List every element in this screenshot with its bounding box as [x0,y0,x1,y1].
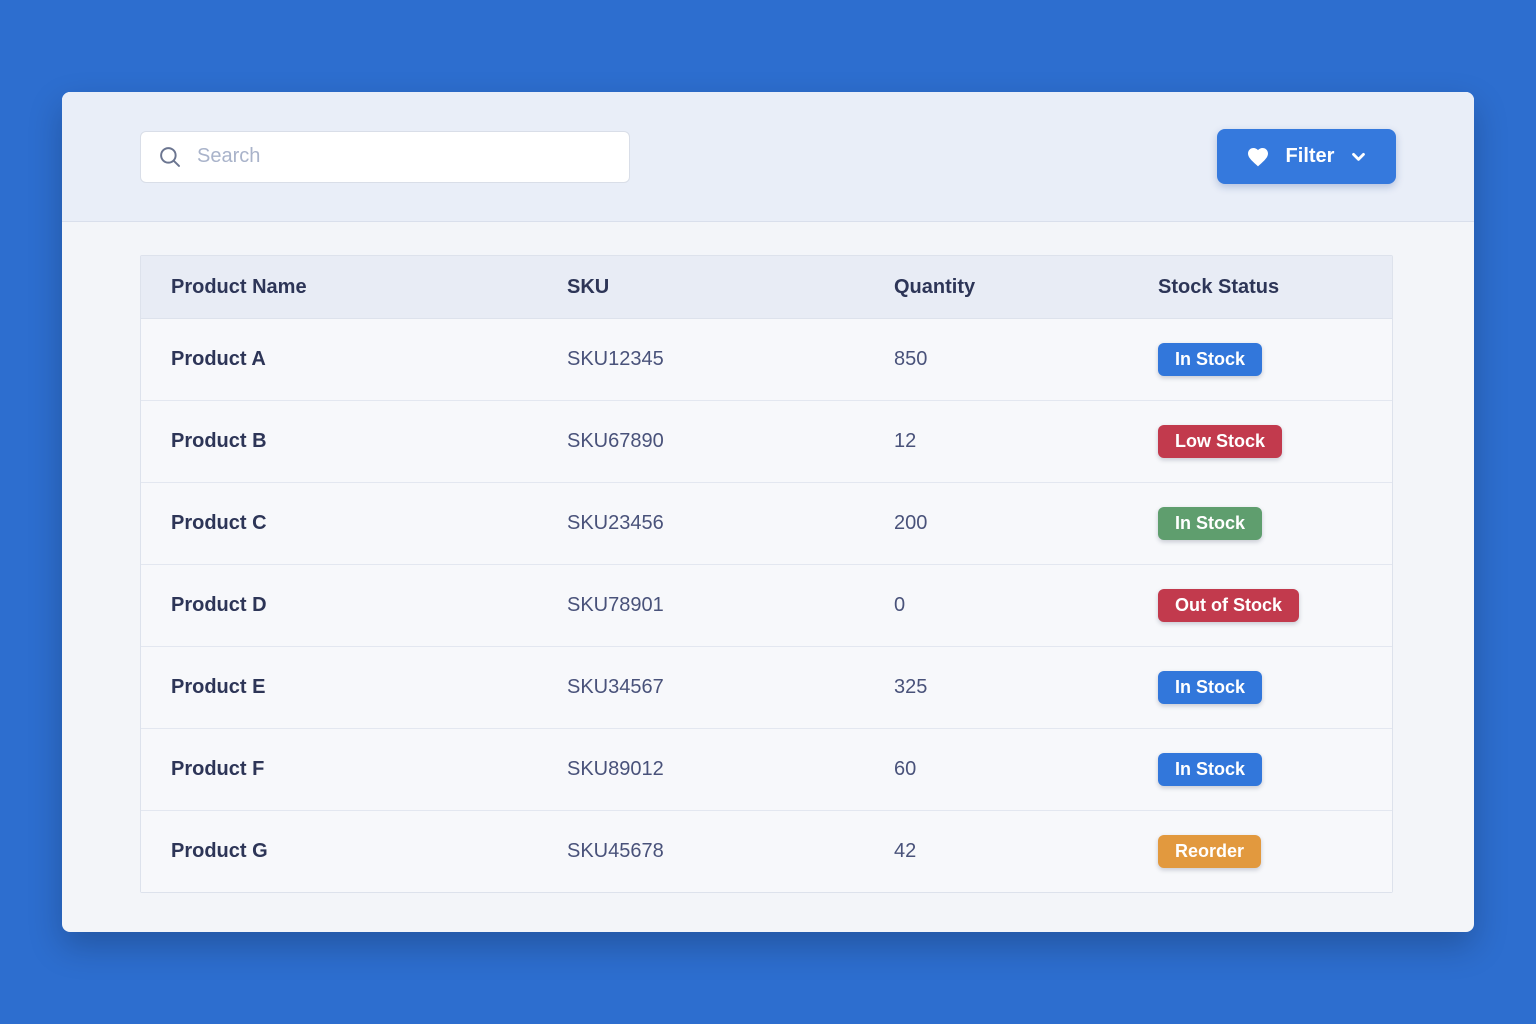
status-cell: In Stock [1158,670,1392,705]
table-body: Product A SKU12345 850 In Stock Product … [141,319,1392,892]
inventory-card: Filter Product Name SKU Quantity Stock S… [62,92,1474,932]
product-name-cell: Product B [171,430,267,452]
quantity-cell: 325 [894,676,928,698]
filter-button[interactable]: Filter [1217,129,1396,184]
column-header-stock-status: Stock Status [1158,275,1280,298]
status-badge[interactable]: In Stock [1158,506,1263,541]
product-name-cell: Product F [171,758,265,780]
search-input[interactable] [195,144,615,169]
toolbar: Filter [62,92,1474,222]
search-box[interactable] [140,130,630,183]
product-name-cell: Product C [171,512,267,534]
status-badge[interactable]: In Stock [1158,670,1263,705]
product-name-cell: Product A [171,348,266,370]
quantity-cell: 0 [894,594,906,616]
table-row: Product G SKU45678 42 Reorder [141,811,1392,892]
filter-button-label: Filter [1285,145,1335,167]
table-row: Product A SKU12345 850 In Stock [141,319,1392,401]
sku-cell: SKU89012 [567,758,664,780]
product-name-cell: Product E [171,676,266,698]
sku-cell: SKU23456 [567,512,664,534]
sku-cell: SKU67890 [567,430,664,452]
table-row: Product F SKU89012 60 In Stock [141,729,1392,811]
quantity-cell: 200 [894,512,928,534]
column-header-quantity: Quantity [894,275,976,298]
status-cell: In Stock [1158,752,1392,787]
status-cell: Reorder [1158,834,1392,869]
status-badge[interactable]: In Stock [1158,342,1263,377]
sku-cell: SKU78901 [567,594,664,616]
column-header-sku: SKU [567,275,610,298]
chevron-down-icon [1352,152,1366,161]
table-row: Product B SKU67890 12 Low Stock [141,401,1392,483]
status-badge[interactable]: In Stock [1158,752,1263,787]
quantity-cell: 850 [894,348,928,370]
status-badge[interactable]: Reorder [1158,834,1262,869]
quantity-cell: 12 [894,430,917,452]
quantity-cell: 42 [894,840,917,862]
sku-cell: SKU45678 [567,840,664,862]
status-badge[interactable]: Out of Stock [1158,588,1299,623]
status-cell: Low Stock [1158,424,1392,459]
heart-icon [1247,147,1268,166]
table-row: Product C SKU23456 200 In Stock [141,483,1392,565]
status-badge[interactable]: Low Stock [1158,424,1283,459]
status-cell: Out of Stock [1158,588,1392,623]
column-header-product-name: Product Name [171,275,307,298]
table-header-row: Product Name SKU Quantity Stock Status [141,256,1392,319]
sku-cell: SKU12345 [567,348,664,370]
product-name-cell: Product D [171,594,267,616]
sku-cell: SKU34567 [567,676,664,698]
product-name-cell: Product G [171,840,268,862]
status-cell: In Stock [1158,506,1392,541]
table-row: Product D SKU78901 0 Out of Stock [141,565,1392,647]
search-icon [160,146,180,167]
quantity-cell: 60 [894,758,917,780]
status-cell: In Stock [1158,342,1392,377]
inventory-table: Product Name SKU Quantity Stock Status P… [140,255,1393,893]
table-row: Product E SKU34567 325 In Stock [141,647,1392,729]
